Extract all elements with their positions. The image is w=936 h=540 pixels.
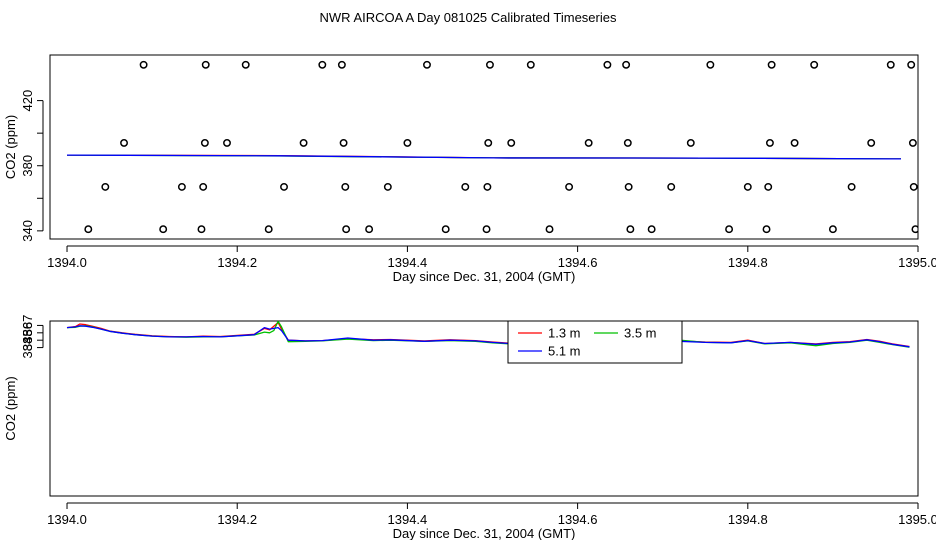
x-tick-label: 1394.6	[558, 512, 598, 527]
data-point	[790, 138, 799, 147]
legend-label: 1.3 m	[548, 326, 581, 341]
data-point	[197, 225, 206, 234]
x-tick-label: 1394.2	[217, 512, 257, 527]
data-point	[623, 138, 632, 147]
data-point	[847, 182, 856, 191]
data-point	[545, 225, 554, 234]
data-point	[159, 225, 168, 234]
data-point	[603, 60, 612, 69]
data-point	[911, 225, 918, 234]
x-tick-label: 1395.0	[898, 255, 936, 270]
plot-frame	[49, 320, 919, 497]
data-point	[907, 60, 916, 69]
data-point	[507, 138, 516, 147]
data-point	[810, 60, 819, 69]
data-point	[337, 60, 346, 69]
y-tick-label: 386	[20, 322, 35, 344]
data-point	[299, 138, 308, 147]
y-tick-label: 420	[20, 90, 35, 112]
data-point	[199, 182, 208, 191]
data-point	[365, 225, 374, 234]
y-tick-label: 340	[20, 220, 35, 242]
data-point	[403, 138, 412, 147]
data-point	[201, 60, 210, 69]
data-point	[908, 138, 917, 147]
legend-label: 5.1 m	[548, 344, 581, 359]
bottom-panel: 1394.0 1394.2 1394.4 1394.6 1394.8 1395.0 Day …	[3, 315, 936, 540]
data-point	[647, 225, 656, 234]
data-point	[767, 60, 776, 69]
data-point	[622, 60, 631, 69]
series-line-51m	[66, 325, 910, 348]
x-axis-label: Day since Dec. 31, 2004 (GMT)	[393, 269, 576, 284]
top-panel: 1394.0 1394.2 1394.4 1394.6 1394.8 1395.0 Day …	[3, 54, 936, 284]
x-tick-label: 1394.6	[558, 255, 598, 270]
y-tick-label: 384	[20, 337, 35, 359]
data-point	[101, 182, 110, 191]
data-point	[706, 60, 715, 69]
data-point	[177, 182, 186, 191]
x-tick-label: 1394.4	[388, 255, 428, 270]
data-point	[828, 225, 837, 234]
x-axis-label: Day since Dec. 31, 2004 (GMT)	[393, 526, 576, 540]
y-axis-label: CO2 (ppm)	[3, 115, 18, 179]
plot-area	[66, 60, 918, 234]
data-point	[339, 138, 348, 147]
data-point	[200, 138, 209, 147]
data-point	[886, 60, 895, 69]
data-point	[241, 60, 250, 69]
data-point	[686, 138, 695, 147]
data-point	[626, 225, 635, 234]
y-tick-label: 380	[20, 155, 35, 177]
data-point	[584, 138, 593, 147]
x-tick-label: 1394.8	[728, 512, 768, 527]
data-point	[725, 225, 734, 234]
x-tick-label: 1394.4	[388, 512, 428, 527]
data-point	[264, 225, 273, 234]
data-point	[486, 60, 494, 69]
legend-label: 3.5 m	[624, 326, 657, 341]
data-point	[84, 225, 93, 234]
y-tick-label: 387	[20, 315, 35, 337]
legend-box	[507, 320, 683, 364]
data-point	[667, 182, 676, 191]
data-point	[762, 225, 771, 234]
data-point	[743, 182, 752, 191]
data-point	[867, 138, 876, 147]
data-point	[383, 182, 392, 191]
x-tick-label: 1395.0	[898, 512, 936, 527]
data-point	[423, 60, 431, 69]
legend: 1.3 m 3.5 m 5.1 m	[507, 320, 683, 364]
series-line-51m	[66, 154, 902, 160]
figure-title: NWR AIRCOA A Day 081025 Calibrated Times…	[320, 10, 617, 25]
data-point	[120, 138, 128, 147]
plot-area	[66, 321, 910, 348]
x-tick-label: 1394.8	[728, 255, 768, 270]
plot-frame	[49, 54, 919, 240]
data-point	[484, 138, 493, 147]
data-point	[223, 138, 231, 147]
data-point	[764, 182, 773, 191]
data-point	[139, 60, 148, 69]
x-tick-label: 1394.2	[217, 255, 257, 270]
data-point	[341, 182, 350, 191]
data-point	[318, 60, 327, 69]
data-point	[526, 60, 535, 69]
x-tick-label: 1394.0	[47, 255, 87, 270]
data-point	[909, 182, 918, 191]
data-point	[483, 182, 492, 191]
data-point	[482, 225, 491, 234]
y-tick-label: 385	[20, 329, 35, 351]
y-axis-label: CO2 (ppm)	[3, 376, 18, 440]
data-point	[565, 182, 574, 191]
x-tick-label: 1394.0	[47, 512, 87, 527]
data-point	[342, 225, 351, 234]
data-point	[624, 182, 633, 191]
data-point	[461, 182, 470, 191]
data-point	[765, 138, 774, 147]
data-point	[441, 225, 450, 234]
data-point	[280, 182, 288, 191]
